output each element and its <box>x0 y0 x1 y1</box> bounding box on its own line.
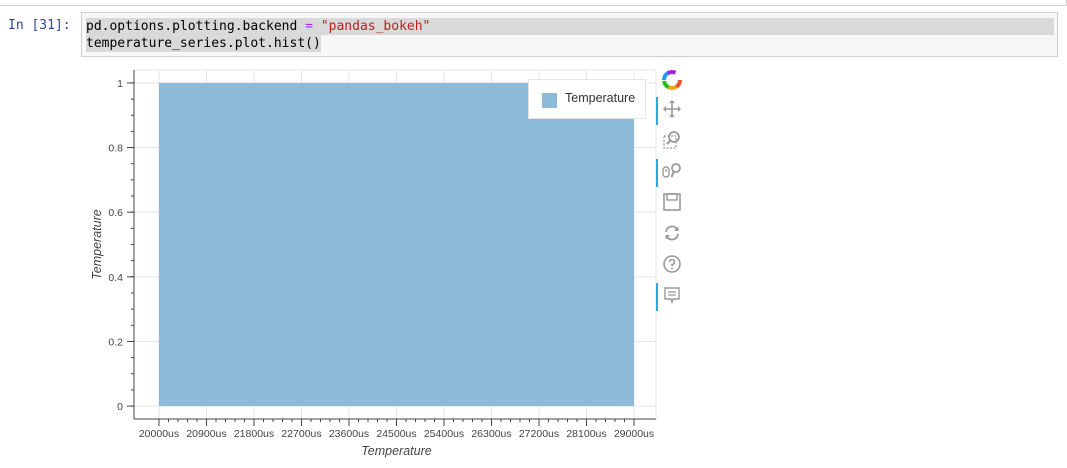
pan-icon <box>663 100 681 118</box>
x-tick-label: 26300us <box>471 428 511 440</box>
x-axis-title: Temperature <box>361 444 431 458</box>
plot-toolbar <box>656 66 686 311</box>
active-indicator <box>656 159 658 187</box>
reset-icon <box>665 225 679 241</box>
x-tick-label: 21800us <box>234 428 274 440</box>
x-tick-label: 25400us <box>424 428 464 440</box>
code-input-area[interactable]: pd.options.plotting.backend = "pandas_bo… <box>81 12 1058 57</box>
legend-label: Temperature <box>565 91 636 105</box>
x-tick-label: 22700us <box>281 428 321 440</box>
wheel-zoom-tool[interactable] <box>656 157 686 187</box>
y-tick-label: 0.8 <box>108 143 123 155</box>
x-tick-label: 20900us <box>186 428 226 440</box>
active-indicator <box>656 97 658 125</box>
cell-prompt: In [31]: <box>8 18 71 33</box>
hover-tool[interactable] <box>656 281 686 311</box>
y-tick-label: 0.6 <box>108 207 123 219</box>
y-axis-title: Temperature <box>90 209 104 279</box>
box-zoom-icon <box>663 131 680 149</box>
bokeh-logo-icon[interactable] <box>656 66 686 94</box>
histogram-bar <box>159 82 634 407</box>
box-zoom-tool[interactable] <box>656 126 686 154</box>
y-tick-label: 1 <box>117 78 123 90</box>
legend-swatch <box>542 93 557 108</box>
code-text: pd.options.plotting.backend <box>86 19 306 34</box>
y-tick-label: 0 <box>117 401 123 413</box>
y-tick-label: 0.2 <box>108 336 123 348</box>
help-tool[interactable] <box>656 250 686 278</box>
histogram-svg: 0 0.2 0.4 0.6 0.8 1 20000us 20900us 21800us 22700… <box>90 69 657 458</box>
code-string: "pandas_bokeh" <box>320 19 431 34</box>
save-tool[interactable] <box>656 188 686 216</box>
previous-cell-border <box>0 0 1067 6</box>
chart-legend: Temperature <box>528 79 646 119</box>
x-tick-label: 24500us <box>376 428 416 440</box>
histogram-plot[interactable]: 0 0.2 0.4 0.6 0.8 1 20000us 20900us 21800us 22700… <box>85 63 695 463</box>
y-tick-label: 0.4 <box>108 272 123 284</box>
wheel-zoom-icon <box>662 163 681 178</box>
x-tick-label: 23600us <box>329 428 369 440</box>
x-tick-label: 20000us <box>139 428 179 440</box>
code-operator: = <box>305 19 313 34</box>
x-tick-label: 27200us <box>519 428 559 440</box>
help-icon <box>663 255 681 273</box>
x-tick-label: 29000us <box>614 428 654 440</box>
code-line-1: pd.options.plotting.backend = "pandas_bo… <box>86 18 1054 35</box>
code-space <box>313 19 321 34</box>
save-icon <box>663 193 681 211</box>
code-line-2: temperature_series.plot.hist() <box>86 35 321 52</box>
hover-icon <box>664 287 680 305</box>
active-indicator <box>656 283 658 311</box>
x-tick-label: 28100us <box>566 428 606 440</box>
pan-tool[interactable] <box>656 95 686 125</box>
reset-tool[interactable] <box>656 219 686 247</box>
